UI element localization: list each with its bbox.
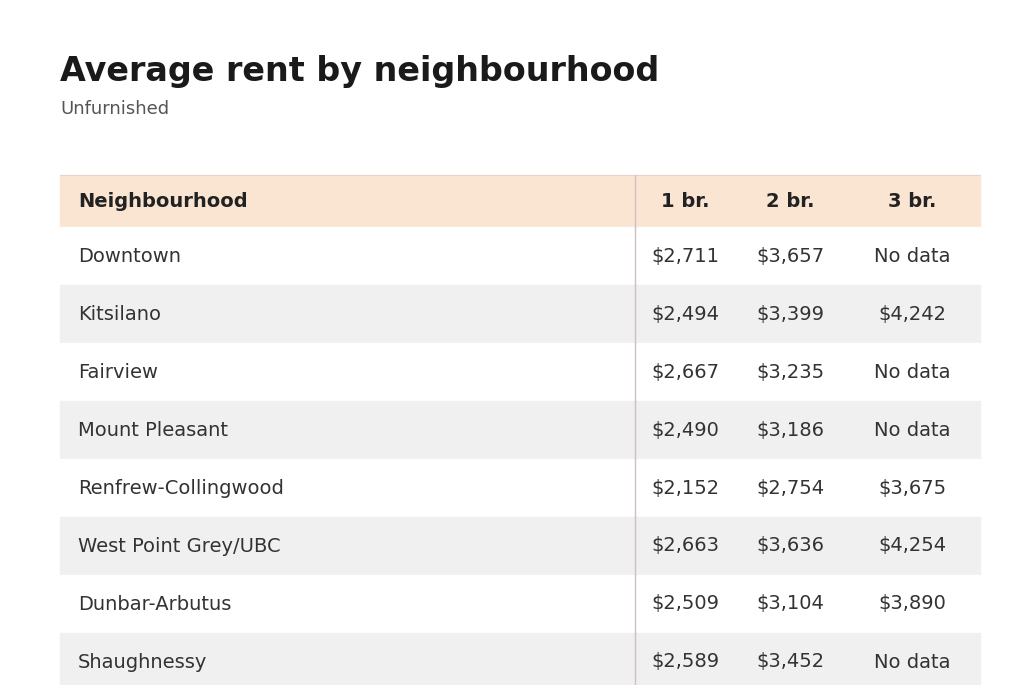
Text: $3,452: $3,452 <box>756 653 824 671</box>
Bar <box>60 175 980 227</box>
Bar <box>60 227 980 285</box>
Text: Average rent by neighbourhood: Average rent by neighbourhood <box>60 55 659 88</box>
Text: 2 br.: 2 br. <box>766 192 814 210</box>
Text: $2,490: $2,490 <box>651 421 719 440</box>
Text: $2,494: $2,494 <box>651 305 719 323</box>
Bar <box>60 517 980 575</box>
Text: Kitsilano: Kitsilano <box>78 305 161 323</box>
Text: West Point Grey/UBC: West Point Grey/UBC <box>78 536 281 556</box>
Text: $3,235: $3,235 <box>756 362 824 382</box>
Text: Mount Pleasant: Mount Pleasant <box>78 421 228 440</box>
Text: $4,254: $4,254 <box>879 536 946 556</box>
Bar <box>60 343 980 401</box>
Text: Fairview: Fairview <box>78 362 158 382</box>
Text: 3 br.: 3 br. <box>888 192 937 210</box>
Text: $4,242: $4,242 <box>879 305 946 323</box>
Text: $3,890: $3,890 <box>879 595 946 614</box>
Text: $2,754: $2,754 <box>756 479 824 497</box>
Text: $2,152: $2,152 <box>651 479 719 497</box>
Text: $3,657: $3,657 <box>756 247 824 266</box>
Bar <box>60 575 980 633</box>
Text: $2,589: $2,589 <box>651 653 719 671</box>
Text: $3,186: $3,186 <box>756 421 824 440</box>
Text: Downtown: Downtown <box>78 247 181 266</box>
Text: $3,636: $3,636 <box>756 536 824 556</box>
Text: $2,711: $2,711 <box>651 247 719 266</box>
Text: No data: No data <box>874 362 950 382</box>
Text: No data: No data <box>874 421 950 440</box>
Bar <box>60 401 980 459</box>
Text: $3,104: $3,104 <box>756 595 824 614</box>
Text: Dunbar-Arbutus: Dunbar-Arbutus <box>78 595 231 614</box>
Text: Neighbourhood: Neighbourhood <box>78 192 248 210</box>
Text: Unfurnished: Unfurnished <box>60 100 169 118</box>
Text: Renfrew-Collingwood: Renfrew-Collingwood <box>78 479 284 497</box>
Bar <box>60 285 980 343</box>
Text: $2,509: $2,509 <box>651 595 719 614</box>
Text: $3,675: $3,675 <box>879 479 946 497</box>
Bar <box>60 459 980 517</box>
Text: $2,667: $2,667 <box>651 362 719 382</box>
Text: No data: No data <box>874 247 950 266</box>
Text: $2,663: $2,663 <box>651 536 719 556</box>
Text: $3,399: $3,399 <box>756 305 824 323</box>
Bar <box>60 633 980 685</box>
Text: Shaughnessy: Shaughnessy <box>78 653 208 671</box>
Text: 1 br.: 1 br. <box>660 192 710 210</box>
Text: No data: No data <box>874 653 950 671</box>
